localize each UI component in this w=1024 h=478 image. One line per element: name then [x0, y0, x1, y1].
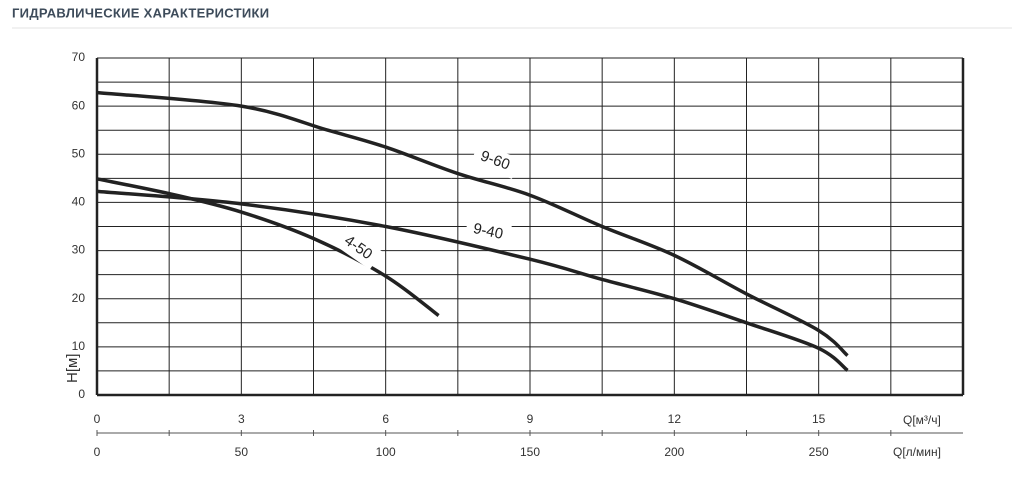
x-tick-label: 6: [382, 412, 389, 426]
x2-tick-label: 50: [235, 445, 249, 459]
x-tick-label: 15: [812, 412, 826, 426]
curve-label-group: 9-40: [464, 216, 512, 248]
y-tick-label: 50: [72, 146, 86, 160]
curve-label: 9-40: [472, 220, 505, 243]
curve: [96, 177, 440, 317]
curve: [96, 189, 849, 372]
x2-tick-label: 150: [520, 445, 540, 459]
y-tick-label: 30: [72, 243, 86, 257]
x-tick-label: 9: [527, 412, 534, 426]
curve-label-group: 4-50: [333, 226, 383, 270]
x2-axis-label: Q[л/мин]: [893, 445, 941, 459]
x-tick-label: 0: [94, 412, 101, 426]
x-axis-label: Q[м³/ч]: [903, 413, 941, 427]
y-tick-label: 0: [78, 387, 85, 401]
x2-tick-label: 250: [809, 445, 829, 459]
curve-label-bg: [470, 143, 520, 179]
x2-tick-label: 200: [664, 445, 684, 459]
curve-label-bg: [464, 216, 512, 248]
chart-title: ГИДРАВЛИЧЕСКИЕ ХАРАКТЕРИСТИКИ: [12, 5, 269, 20]
x-tick-label: 3: [238, 412, 245, 426]
x2-tick-label: 0: [94, 445, 101, 459]
curve-label-group: 9-60: [470, 143, 520, 179]
y-tick-label: 20: [72, 291, 86, 305]
x2-tick-label: 100: [376, 445, 396, 459]
y-tick-label: 10: [72, 339, 86, 353]
y-tick-label: 60: [72, 98, 86, 112]
curve: [96, 90, 849, 357]
y-tick-label: 70: [72, 50, 86, 64]
x-tick-label: 12: [668, 412, 682, 426]
y-tick-label: 40: [72, 195, 86, 209]
curve-label-bg: [333, 226, 383, 270]
y-axis-label: H[м]: [64, 354, 81, 383]
